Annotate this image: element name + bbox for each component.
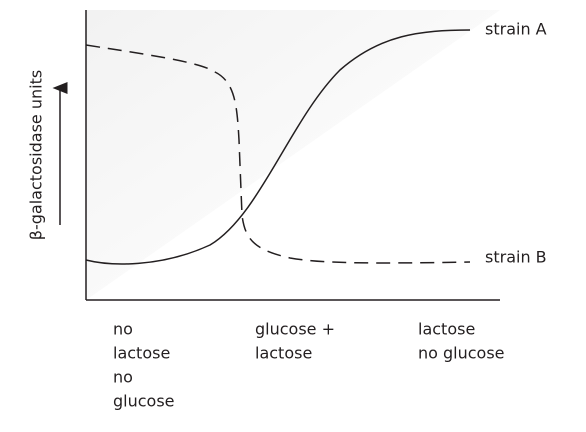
condition-label: lactose xyxy=(255,344,312,363)
condition-label: lactose xyxy=(418,320,475,339)
condition-labels: no lactose no glucose glucose + lactose lactos… xyxy=(113,320,505,411)
condition-label: no xyxy=(113,368,133,387)
condition-label: glucose + xyxy=(255,320,335,339)
condition-label: no xyxy=(113,320,133,339)
y-axis-label: β-galactosidase units xyxy=(27,70,46,240)
curve-label: strain A xyxy=(485,20,547,39)
strain-a-curve xyxy=(85,29,471,265)
strain-b-curve xyxy=(85,44,471,264)
condition-label: lactose xyxy=(113,344,170,363)
condition-label: no glucose xyxy=(418,344,505,363)
condition-label: glucose xyxy=(113,392,175,411)
curve-label: strain B xyxy=(485,248,547,267)
background-shade xyxy=(86,10,500,300)
